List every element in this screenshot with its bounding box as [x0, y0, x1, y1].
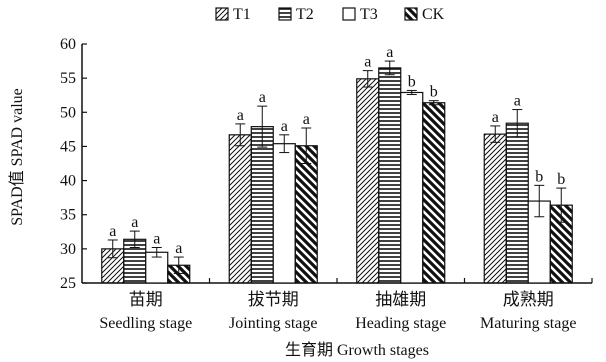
significance-label: a	[175, 240, 182, 257]
legend-swatch-t1	[215, 7, 229, 21]
bar-t2	[378, 67, 402, 284]
significance-label: a	[364, 54, 371, 71]
bar-ck	[294, 145, 318, 284]
significance-label: b	[430, 84, 438, 101]
legend: T1 T2 T3 CK	[215, 6, 445, 23]
y-tick-label: 30	[60, 241, 76, 258]
legend-label: CK	[422, 6, 445, 23]
bar-t3	[272, 143, 296, 284]
bar-t1	[228, 134, 252, 284]
significance-label: a	[109, 223, 116, 240]
bar-t1	[356, 78, 380, 284]
significance-label: a	[303, 111, 310, 128]
category-label-zh: 拔节期	[248, 290, 299, 309]
category-label-zh: 苗期	[129, 290, 163, 309]
significance-label: a	[492, 109, 499, 126]
legend-label: T3	[360, 6, 378, 23]
bar-t1	[483, 133, 507, 284]
y-tick-label: 25	[60, 275, 76, 292]
category-label-en: Heading stage	[355, 315, 446, 332]
significance-label: b	[557, 171, 565, 188]
significance-label: a	[281, 118, 288, 135]
legend-label: T2	[296, 6, 314, 23]
category-label-en: Jointing stage	[229, 315, 317, 332]
y-tick-label: 35	[60, 207, 76, 224]
y-tick-label: 55	[60, 70, 76, 87]
y-tick-label: 45	[60, 138, 76, 155]
legend-label: T1	[233, 6, 251, 23]
significance-label: b	[408, 73, 416, 90]
category-label-en: Maturing stage	[480, 315, 576, 332]
bar-t3	[400, 91, 424, 284]
significance-label: a	[514, 93, 521, 110]
bar-t2	[505, 122, 529, 284]
significance-label: a	[153, 230, 160, 247]
y-tick-label: 50	[60, 104, 76, 121]
significance-label: a	[237, 107, 244, 124]
significance-label: a	[386, 44, 393, 61]
legend-swatch-t2	[278, 7, 292, 21]
y-tick-label: 60	[60, 36, 76, 53]
y-axis-title: SPAD值 SPAD value	[8, 88, 26, 226]
category-label-zh: 成熟期	[503, 289, 554, 309]
category-label-zh: 抽雄期	[375, 290, 426, 309]
bar-t2	[250, 126, 274, 284]
y-tick-label: 40	[60, 173, 76, 190]
legend-swatch-ck	[404, 7, 418, 21]
significance-label: a	[131, 214, 138, 231]
category-label-en: Seedling stage	[99, 315, 192, 332]
significance-label: a	[259, 89, 266, 106]
x-axis-title: 生育期 Growth stages	[285, 341, 429, 359]
bar-ck	[422, 102, 446, 284]
significance-label: b	[535, 168, 543, 185]
legend-swatch-t3	[342, 7, 356, 21]
